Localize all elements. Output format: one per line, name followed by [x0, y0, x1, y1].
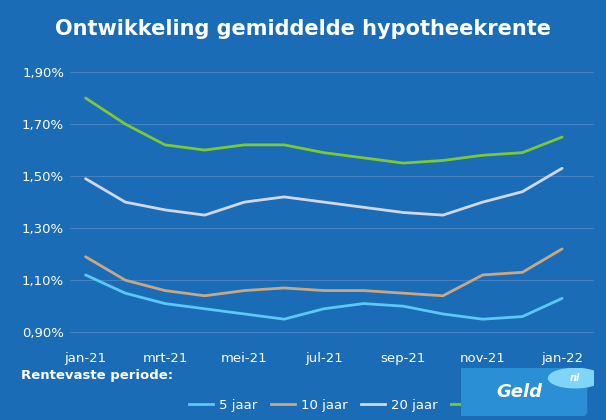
Text: Ontwikkeling gemiddelde hypotheekrente: Ontwikkeling gemiddelde hypotheekrente — [55, 19, 551, 39]
Text: nl: nl — [570, 373, 581, 383]
Circle shape — [548, 368, 602, 388]
FancyBboxPatch shape — [451, 365, 587, 418]
Text: Geld: Geld — [496, 383, 542, 401]
Text: Rentevaste periode:: Rentevaste periode: — [21, 370, 173, 382]
Legend: 5 jaar, 10 jaar, 20 jaar, 30 jaar: 5 jaar, 10 jaar, 20 jaar, 30 jaar — [189, 399, 528, 412]
